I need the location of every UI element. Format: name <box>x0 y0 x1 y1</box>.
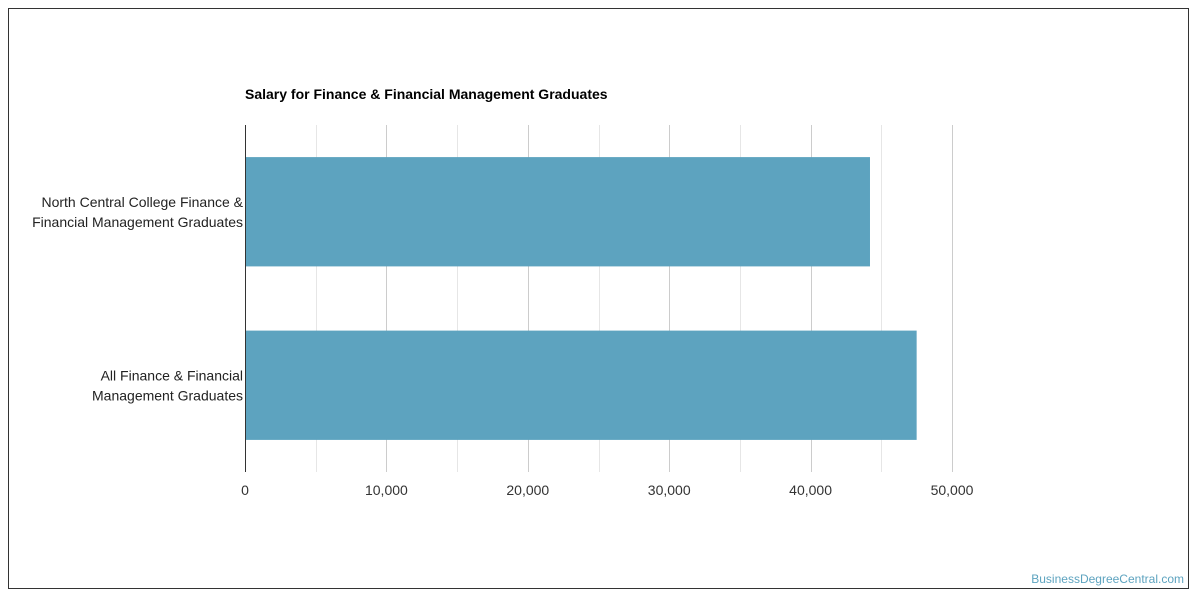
bars <box>245 157 917 440</box>
category-label: All Finance & Financial Management Gradua… <box>92 367 243 403</box>
x-tick-label: 40,000 <box>789 482 832 498</box>
bar <box>245 330 917 440</box>
x-tick-label: 20,000 <box>506 482 549 498</box>
chart-title: Salary for Finance & Financial Managemen… <box>245 86 608 102</box>
chart-frame <box>8 8 1189 589</box>
category-label: North Central College Finance & Financial… <box>32 194 244 230</box>
x-tick-label: 30,000 <box>648 482 691 498</box>
watermark: BusinessDegreeCentral.com <box>1031 572 1184 586</box>
x-axis-ticks: 0 10,000 20,000 30,000 40,000 50,000 <box>241 482 974 498</box>
x-tick-label: 10,000 <box>365 482 408 498</box>
bar <box>245 157 870 267</box>
category-labels: North Central College Finance & Financial… <box>32 194 244 404</box>
x-tick-label: 0 <box>241 482 249 498</box>
x-tick-label: 50,000 <box>931 482 974 498</box>
